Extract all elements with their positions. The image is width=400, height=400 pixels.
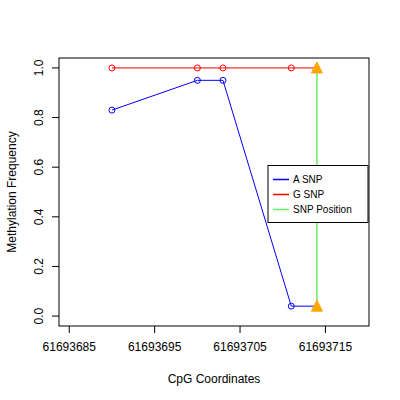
y-tick-label: 0.8	[32, 109, 46, 126]
chart: 61693685 61693695 61693705 61693715 0.0 0.2 0.…	[0, 0, 400, 400]
series-line	[112, 67, 317, 68]
y-tick-label: 0.2	[32, 258, 46, 275]
x-tick-label: 61693715	[299, 340, 353, 354]
chart-root: 61693685 61693695 61693705 61693715 0.0 0.2 0.…	[0, 0, 400, 400]
plot-frame	[59, 58, 369, 326]
snp-marker	[311, 62, 322, 73]
snp-marker	[311, 300, 322, 311]
legend-label: A SNP	[293, 174, 323, 185]
y-tick-label: 0.0	[32, 307, 46, 324]
y-axis-title: Methylation Frequency	[5, 131, 19, 252]
y-tick	[52, 216, 59, 217]
y-tick	[52, 316, 59, 317]
background	[0, 0, 400, 400]
legend-label: SNP Position	[293, 204, 352, 215]
y-tick-label: 1.0	[32, 59, 46, 76]
x-tick-label: 61693685	[43, 340, 97, 354]
x-tick	[325, 326, 326, 333]
point	[109, 65, 115, 71]
y-tick	[52, 67, 59, 68]
legend-label: G SNP	[293, 189, 324, 200]
y-tick	[52, 117, 59, 118]
x-tick	[69, 326, 70, 333]
y-tick-label: 0.6	[32, 159, 46, 176]
point	[288, 303, 294, 309]
x-axis-title: CpG Coordinates	[168, 372, 261, 386]
x-tick-label: 61693705	[213, 340, 267, 354]
point	[194, 77, 200, 83]
legend-box	[268, 166, 368, 223]
legend-key	[273, 179, 289, 181]
legend-key	[273, 209, 289, 211]
point	[220, 65, 226, 71]
y-tick	[52, 266, 59, 267]
x-tick	[240, 326, 241, 333]
point	[288, 65, 294, 71]
x-tick-label: 61693695	[128, 340, 182, 354]
x-tick	[154, 326, 155, 333]
legend: A SNP G SNP SNP Position	[268, 166, 368, 223]
point	[220, 77, 226, 83]
y-tick	[52, 167, 59, 168]
y-tick-label: 0.4	[32, 208, 46, 225]
point	[194, 65, 200, 71]
point	[109, 107, 115, 113]
legend-key	[273, 194, 289, 196]
